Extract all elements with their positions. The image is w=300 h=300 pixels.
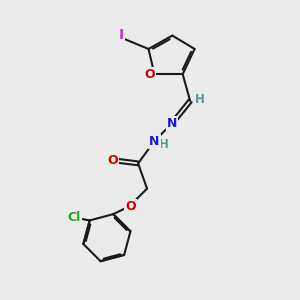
Text: I: I xyxy=(118,28,123,42)
Text: H: H xyxy=(195,93,205,106)
Text: O: O xyxy=(145,68,155,81)
Text: O: O xyxy=(107,154,118,167)
Text: Cl: Cl xyxy=(68,211,81,224)
Text: N: N xyxy=(167,117,178,130)
Text: H: H xyxy=(158,138,168,151)
Text: N: N xyxy=(149,135,160,148)
Text: O: O xyxy=(125,200,136,213)
